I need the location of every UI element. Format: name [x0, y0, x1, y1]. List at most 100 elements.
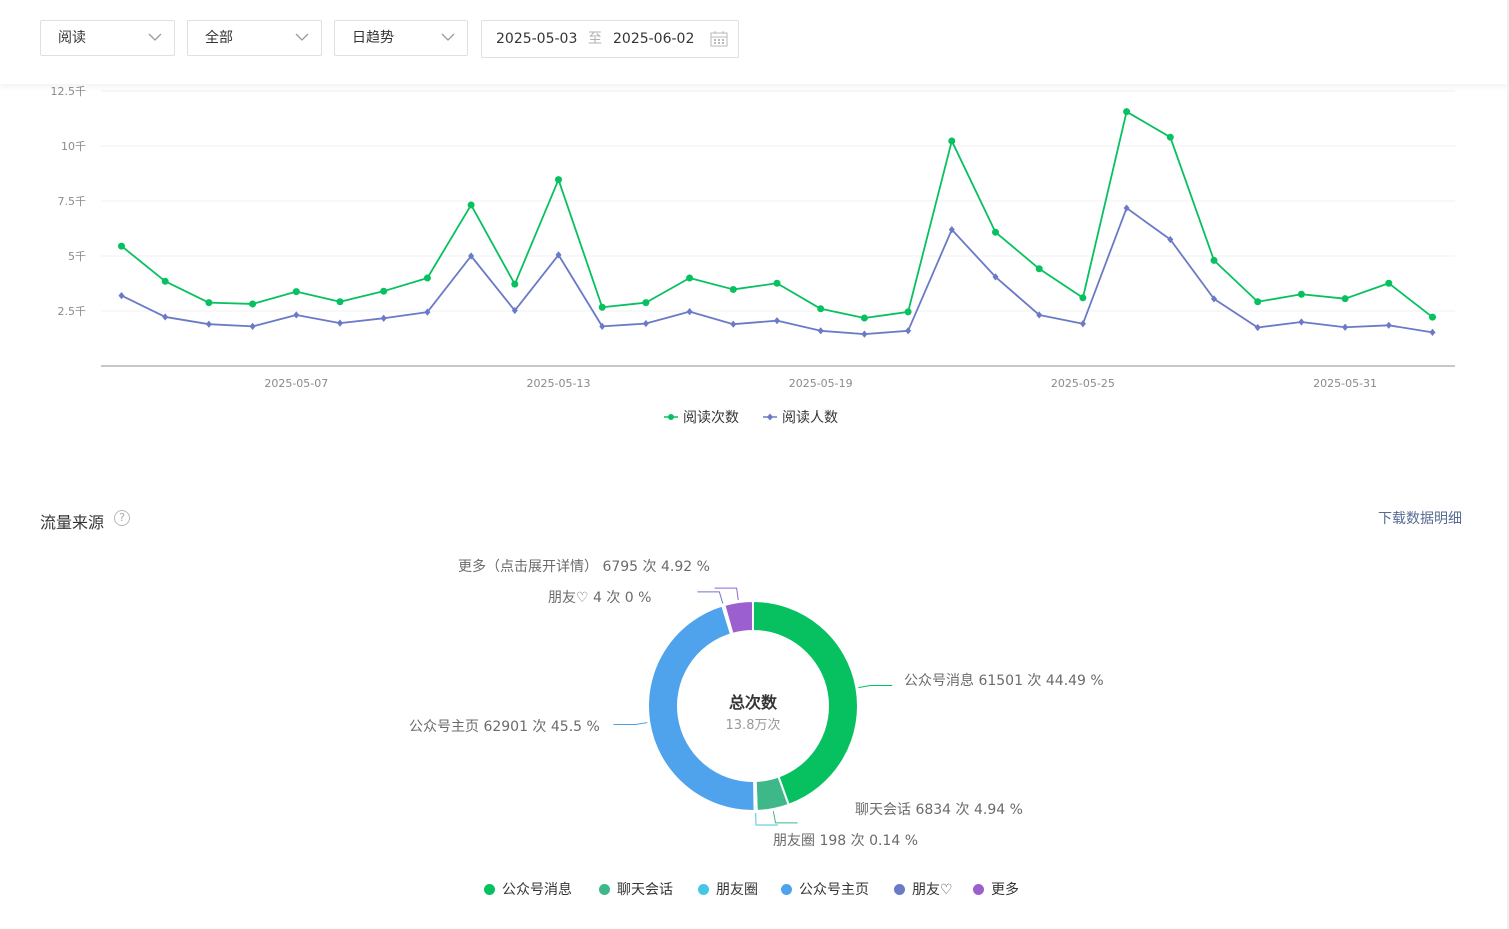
scope-select[interactable]: 全部 — [187, 20, 322, 56]
data-point-readers — [992, 273, 999, 281]
filter-bar: 阅读 全部 日趋势 2025-05-03 至 2025-06-02 — [0, 0, 1509, 84]
data-point-reads — [773, 279, 781, 287]
data-point-reads — [860, 314, 868, 322]
date-end[interactable]: 2025-06-02 — [613, 31, 695, 47]
legend-label: 朋友圈 — [716, 882, 758, 898]
data-point-readers — [774, 317, 780, 325]
trend-select-value: 日趋势 — [352, 30, 394, 46]
legend-item-moments[interactable]: 朋友圈 — [698, 879, 758, 899]
slice-label-friends: 朋友♡ 4 次 0 % — [548, 590, 652, 606]
data-point-reads — [817, 305, 825, 313]
legend-item-chat[interactable]: 聊天会话 — [599, 879, 673, 899]
data-point-readers — [861, 330, 868, 338]
data-point-reads — [948, 137, 956, 145]
data-point-reads — [642, 299, 650, 307]
data-point-readers — [468, 252, 475, 260]
data-point-readers — [380, 314, 387, 322]
legend-item-more[interactable]: 更多 — [973, 879, 1019, 899]
donut-slice-chat — [754, 775, 790, 812]
slice-label-account-home: 公众号主页 62901 次 45.5 % — [409, 719, 600, 735]
data-point-reads — [1123, 108, 1131, 116]
calendar-icon[interactable] — [710, 31, 728, 47]
legend-marker-reads — [664, 414, 678, 420]
legend-item-readers[interactable]: 阅读人数 — [763, 407, 838, 427]
data-point-reads — [1035, 265, 1043, 273]
scrollbar-track[interactable] — [1507, 0, 1509, 929]
legend-dot — [894, 884, 905, 895]
data-point-reads — [511, 280, 519, 288]
metric-select[interactable]: 阅读 — [40, 20, 175, 56]
daily-trend-line-chart: 2.5千 5千 7.5千 10千 12.5千 2025-05-07 2025-05-13 20… — [51, 85, 1455, 390]
data-point-readers — [162, 313, 169, 321]
legend-item-reads[interactable]: 阅读次数 — [664, 407, 739, 427]
legend-dot — [781, 884, 792, 895]
data-point-readers — [730, 320, 737, 328]
x-tick-label: 2025-05-13 — [527, 377, 591, 390]
x-tick-label: 2025-05-07 — [264, 377, 328, 390]
date-separator: 至 — [588, 31, 602, 47]
y-tick-label: 5千 — [68, 250, 86, 263]
slice-leader-line — [697, 591, 724, 604]
data-point-readers — [555, 251, 562, 259]
data-point-reads — [555, 176, 562, 184]
date-range-picker[interactable]: 2025-05-03 至 2025-06-02 — [481, 20, 739, 58]
data-point-reads — [423, 274, 431, 282]
donut-slice-moments — [753, 779, 758, 813]
legend-item-friends[interactable]: 朋友♡ — [894, 879, 953, 899]
slice-leader-line — [772, 810, 798, 824]
data-point-readers — [1167, 235, 1174, 244]
data-point-readers — [205, 320, 212, 328]
slice-leader-line — [755, 812, 778, 826]
data-point-readers — [1342, 323, 1349, 331]
chevron-down-icon — [441, 33, 455, 41]
scope-select-value: 全部 — [205, 30, 233, 46]
x-tick-label: 2025-05-19 — [789, 377, 853, 390]
legend-label: 朋友♡ — [912, 882, 953, 898]
legend-item-account-home[interactable]: 公众号主页 — [781, 879, 869, 899]
data-point-reads — [904, 308, 912, 316]
donut-center-value: 13.8万次 — [725, 718, 781, 733]
data-point-readers — [948, 226, 955, 234]
donut-legend: 公众号消息 聊天会话 朋友圈 公众号主页 朋友♡ 更多 — [0, 879, 1509, 899]
help-icon[interactable]: ? — [114, 510, 130, 526]
data-point-readers — [686, 308, 693, 316]
slice-leader-line — [714, 587, 739, 601]
legend-item-account-messages[interactable]: 公众号消息 — [484, 879, 572, 899]
data-point-reads — [1341, 295, 1349, 303]
slice-label-chat: 聊天会话 6834 次 4.94 % — [855, 802, 1023, 818]
data-point-readers — [1079, 320, 1086, 328]
data-point-reads — [161, 277, 169, 285]
legend-label: 更多 — [991, 882, 1019, 898]
y-tick-label: 12.5千 — [51, 85, 87, 98]
slice-label-moments: 朋友圈 198 次 0.14 % — [773, 833, 918, 849]
legend-dot — [599, 884, 610, 895]
legend-label: 聊天会话 — [617, 882, 673, 898]
data-point-readers — [1123, 204, 1130, 212]
data-point-reads — [467, 201, 475, 209]
data-point-readers — [1036, 311, 1043, 319]
data-point-reads — [292, 288, 300, 296]
data-point-readers — [817, 327, 824, 335]
donut-slice-friends — [721, 603, 734, 636]
data-point-readers — [424, 308, 431, 316]
section-title: 流量来源 — [40, 513, 105, 532]
date-start[interactable]: 2025-05-03 — [496, 31, 578, 47]
data-point-reads — [686, 274, 694, 282]
data-point-reads — [1429, 313, 1436, 321]
donut-slice-more — [723, 599, 754, 636]
data-point-readers — [905, 327, 912, 335]
slice-leader-line — [613, 722, 648, 725]
slice-label-more[interactable]: 更多（点击展开详情） 6795 次 4.92 % — [458, 559, 710, 575]
data-point-reads — [729, 285, 737, 293]
chevron-down-icon — [148, 33, 162, 41]
y-tick-label: 2.5千 — [58, 305, 87, 318]
data-point-readers — [1211, 295, 1217, 303]
legend-dot — [484, 884, 495, 895]
y-tick-label: 7.5千 — [58, 195, 87, 208]
data-point-reads — [249, 300, 257, 308]
trend-select[interactable]: 日趋势 — [334, 20, 468, 56]
download-details-link[interactable]: 下载数据明细 — [1378, 511, 1462, 527]
legend-dot — [698, 884, 709, 895]
legend-label-readers: 阅读人数 — [782, 410, 838, 426]
data-point-readers — [1298, 318, 1305, 326]
